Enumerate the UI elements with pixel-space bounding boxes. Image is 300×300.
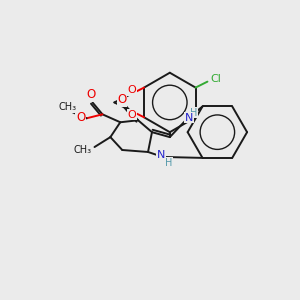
Text: O: O (86, 88, 95, 101)
Text: H: H (165, 158, 172, 168)
Text: O: O (76, 111, 85, 124)
Text: CH₃: CH₃ (59, 102, 77, 112)
Text: O: O (118, 93, 127, 106)
Text: H: H (190, 108, 198, 118)
Text: N: N (185, 113, 193, 123)
Text: N: N (157, 150, 165, 160)
Text: Cl: Cl (210, 74, 221, 84)
Text: O: O (128, 110, 136, 120)
Text: O: O (128, 85, 136, 95)
Text: CH₃: CH₃ (74, 145, 92, 155)
